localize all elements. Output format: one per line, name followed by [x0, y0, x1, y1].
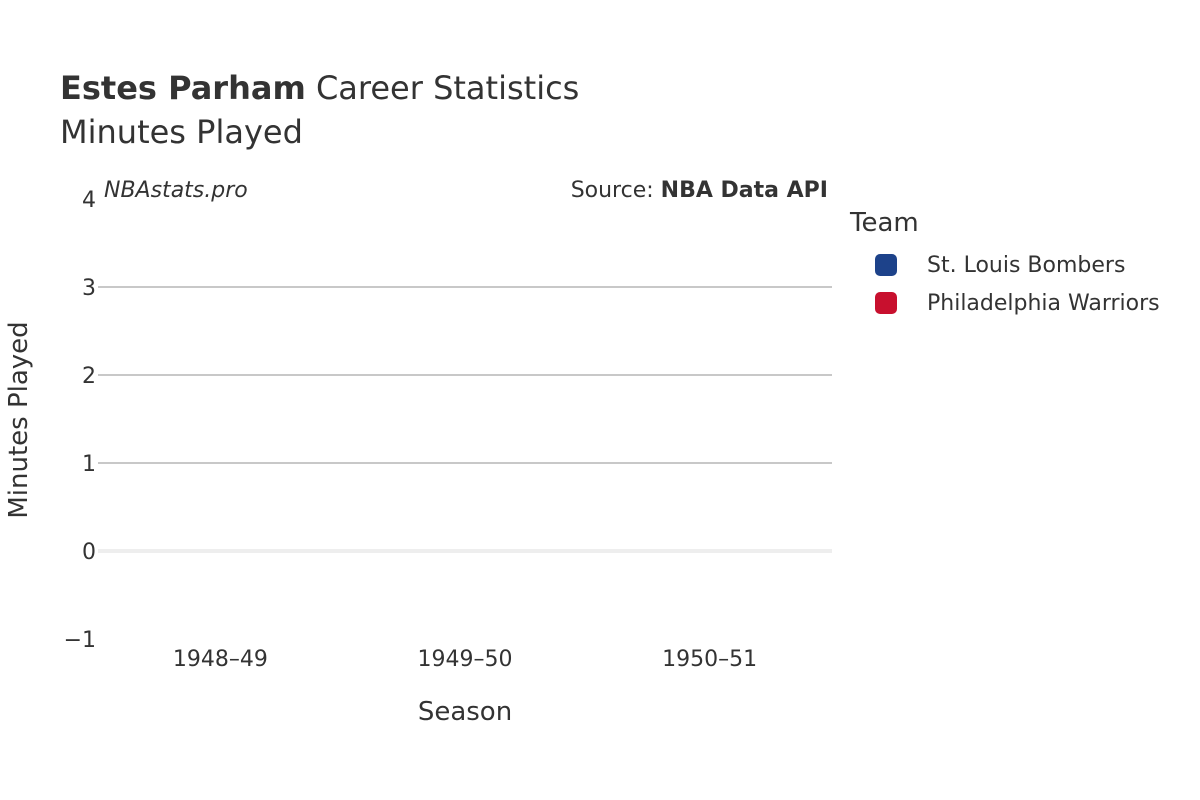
- y-tick-label: 0: [82, 540, 96, 565]
- chart-subtitle: Minutes Played: [60, 113, 303, 151]
- x-tick-label: 1949–50: [418, 647, 513, 672]
- y-tick-label: 3: [82, 276, 96, 301]
- source-note: Source: NBA Data API: [571, 178, 828, 203]
- y-tick-label: −1: [64, 628, 96, 653]
- title-rest: Career Statistics: [315, 69, 580, 107]
- player-name: Estes Parham: [60, 69, 306, 107]
- legend-label: St. Louis Bombers: [927, 252, 1126, 278]
- x-axis-title: Season: [418, 697, 512, 727]
- tick-layer: −1 0 1 2 3 4 1948–49 1949–50 1950–51: [64, 188, 758, 672]
- legend: Team St. Louis Bombers Philadelphia Warr…: [850, 208, 1160, 322]
- legend-swatch: [875, 292, 897, 314]
- legend-swatch: [875, 254, 897, 276]
- source-prefix: Source:: [570, 178, 661, 203]
- y-axis-title: Minutes Played: [4, 321, 34, 518]
- legend-item-st-louis-bombers[interactable]: St. Louis Bombers: [875, 246, 1160, 284]
- legend-item-philadelphia-warriors[interactable]: Philadelphia Warriors: [875, 284, 1160, 322]
- y-tick-label: 1: [82, 452, 96, 477]
- x-tick-label: 1950–51: [662, 647, 757, 672]
- legend-label: Philadelphia Warriors: [927, 290, 1160, 316]
- grid-layer: [98, 286, 832, 553]
- watermark: NBAstats.pro: [104, 178, 248, 203]
- chart-title: Estes Parham Career Statistics: [60, 68, 579, 108]
- y-tick-label: 4: [82, 188, 96, 213]
- x-tick-label: 1948–49: [173, 647, 268, 672]
- legend-title: Team: [850, 208, 919, 238]
- y-tick-label: 2: [82, 364, 96, 389]
- source-name: NBA Data API: [660, 178, 828, 203]
